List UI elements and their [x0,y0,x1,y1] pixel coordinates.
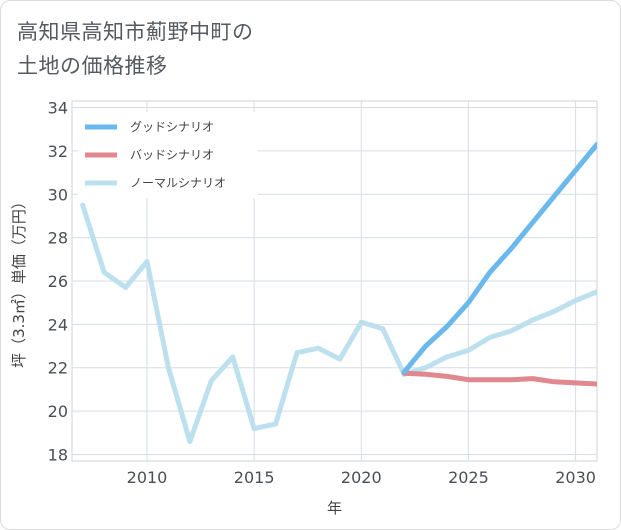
legend-label-normal-scenario: ノーマルシナリオ [130,176,226,190]
tick-labels: 18 20 22 24 26 28 30 32 34 2010 2015 2020 2025 2030 [48,99,596,487]
x-tick-label: 2020 [341,468,382,487]
y-tick-label: 28 [48,229,68,248]
y-tick-label: 24 [48,315,68,334]
y-tick-label: 18 [48,445,68,464]
x-tick-label: 2030 [555,468,596,487]
chart-title: 高知県高知市薊野中町の 土地の価格推移 [17,15,437,83]
x-tick-label: 2010 [127,468,168,487]
x-axis-label: 年 [327,499,342,517]
x-tick-label: 2025 [448,468,489,487]
x-tick-label: 2015 [234,468,275,487]
series-line-good-scenario [401,141,597,375]
series-lines [80,141,597,444]
y-axis-label: 坪（3.3㎡）単価（万円） [10,194,28,368]
y-tick-label: 20 [48,402,68,421]
chart-title-line-1: 高知県高知市薊野中町の [17,20,254,44]
y-tick-label: 26 [48,272,68,291]
legend-label-good-scenario: グッドシナリオ [130,120,214,134]
y-tick-label: 22 [48,359,68,378]
legend-label-bad-scenario: バッドシナリオ [130,148,214,162]
y-tick-label: 34 [48,99,68,118]
chart-title-line-2: 土地の価格推移 [17,54,168,78]
series-line-bad-scenario [401,370,597,387]
y-tick-label: 32 [48,142,68,161]
y-tick-label: 30 [48,185,68,204]
series-line-normal-scenario [80,202,597,444]
